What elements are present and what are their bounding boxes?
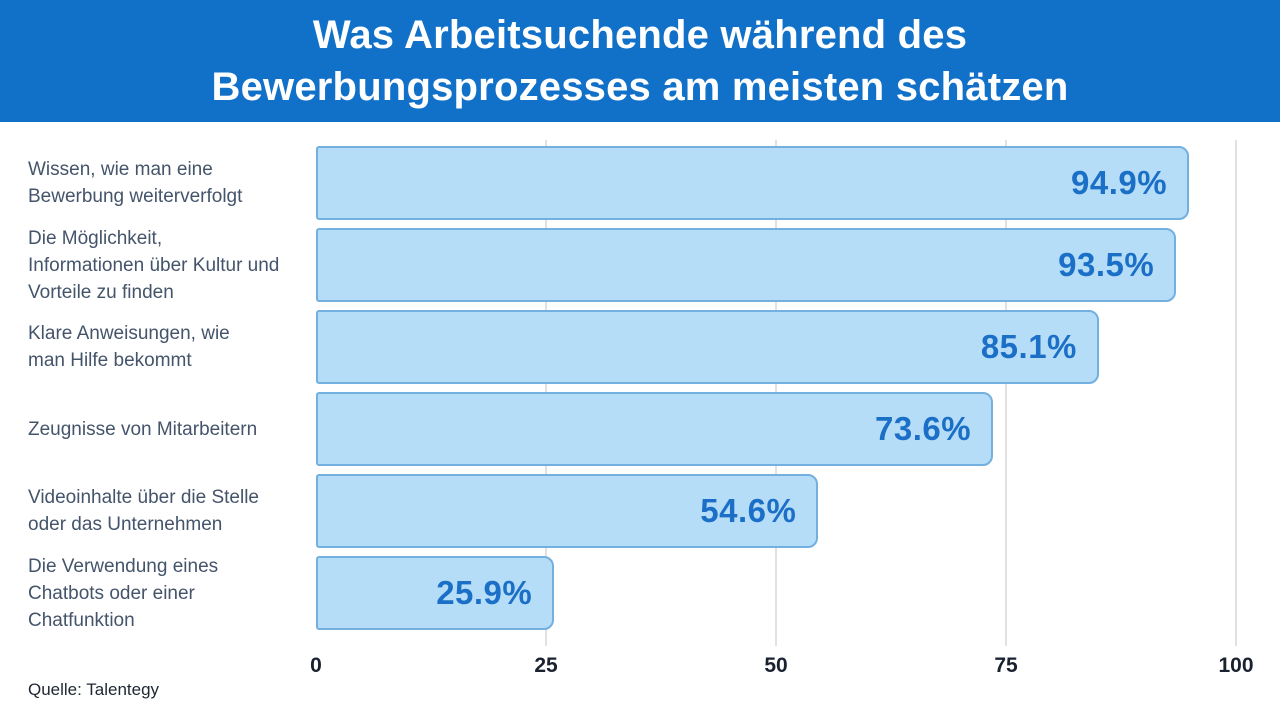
plot-cell: 94.9%	[316, 146, 1236, 220]
category-label: Die Möglichkeit, Informationen über Kult…	[28, 227, 280, 303]
bar: 85.1%	[316, 310, 1099, 384]
plot-cell: 73.6%	[316, 392, 1236, 466]
category-label: Klare Anweisungen, wie man Hilfe bekommt	[28, 323, 230, 371]
chart-row: Zeugnisse von Mitarbeitern 73.6%	[0, 392, 1280, 466]
bar: 93.5%	[316, 228, 1177, 302]
x-tick-label: 75	[994, 654, 1018, 677]
plot-cell: 93.5%	[316, 228, 1236, 302]
bar-rows: Wissen, wie man eine Bewerbung weiterver…	[0, 146, 1280, 631]
x-tick-label: 0	[310, 654, 322, 677]
chart-row: Videoinhalte über die Stelle oder das Un…	[0, 474, 1280, 548]
x-tick-label: 25	[534, 654, 558, 677]
category-label: Die Verwendung eines Chatbots oder einer…	[28, 555, 219, 631]
bar-value-label: 25.9%	[436, 574, 533, 611]
chart-row: Wissen, wie man eine Bewerbung weiterver…	[0, 146, 1280, 220]
gridline	[1235, 140, 1237, 646]
plot-cell: 25.9%	[316, 556, 1236, 630]
bar-chart: Wissen, wie man eine Bewerbung weiterver…	[0, 122, 1280, 720]
category-label: Videoinhalte über die Stelle oder das Un…	[28, 487, 259, 535]
plot-cell: 54.6%	[316, 474, 1236, 548]
gridline	[1005, 140, 1007, 646]
bar-value-label: 85.1%	[980, 328, 1077, 365]
chart-title: Was Arbeitsuchende während des Bewerbung…	[211, 13, 1069, 109]
bar: 25.9%	[316, 556, 555, 630]
category-label: Wissen, wie man eine Bewerbung weiterver…	[28, 159, 243, 207]
chart-title-banner: Was Arbeitsuchende während des Bewerbung…	[0, 0, 1280, 122]
x-tick-label: 100	[1218, 654, 1254, 677]
chart-row: Die Möglichkeit, Informationen über Kult…	[0, 227, 1280, 303]
bar-value-label: 54.6%	[700, 492, 797, 529]
bar-value-label: 94.9%	[1071, 164, 1168, 201]
source-note: Quelle: Talentegy	[28, 680, 160, 699]
plot-cell: 85.1%	[316, 310, 1236, 384]
x-axis: 0 25 50 75 100	[310, 654, 1253, 682]
x-tick-label: 50	[764, 654, 788, 677]
chart-row: Klare Anweisungen, wie man Hilfe bekommt…	[0, 310, 1280, 384]
bar: 94.9%	[316, 146, 1190, 220]
category-label: Zeugnisse von Mitarbeitern	[28, 418, 258, 440]
bar: 73.6%	[316, 392, 994, 466]
bar-value-label: 93.5%	[1058, 246, 1155, 283]
bar-value-label: 73.6%	[875, 410, 972, 447]
chart-row: Die Verwendung eines Chatbots oder einer…	[0, 555, 1280, 631]
bar: 54.6%	[316, 474, 819, 548]
